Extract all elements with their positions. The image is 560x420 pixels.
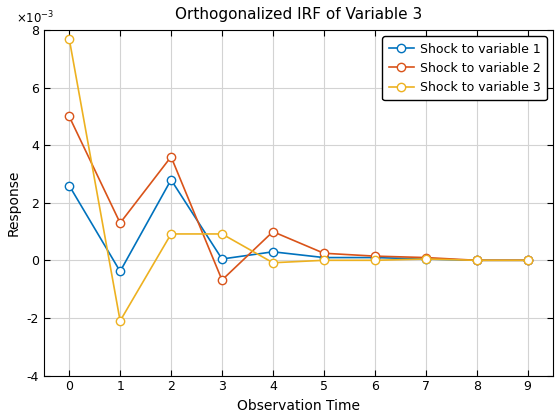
Shock to variable 1 [422, 257, 429, 262]
Shock to variable 3 [422, 257, 429, 262]
Line: Shock to variable 1: Shock to variable 1 [65, 176, 532, 276]
Shock to variable 1 [218, 257, 225, 262]
Title: Orthogonalized IRF of Variable 3: Orthogonalized IRF of Variable 3 [175, 7, 422, 22]
Shock to variable 2 [320, 251, 327, 256]
Line: Shock to variable 3: Shock to variable 3 [65, 34, 532, 325]
Shock to variable 3 [371, 258, 378, 263]
Text: $\times10^{-3}$: $\times10^{-3}$ [16, 10, 54, 26]
Shock to variable 1 [371, 255, 378, 260]
Shock to variable 1 [269, 249, 276, 255]
Shock to variable 3 [218, 231, 225, 236]
Shock to variable 2 [422, 255, 429, 260]
Shock to variable 2 [473, 258, 480, 263]
Y-axis label: Response: Response [7, 170, 21, 236]
Shock to variable 2 [66, 114, 73, 119]
Shock to variable 1 [320, 255, 327, 260]
Legend: Shock to variable 1, Shock to variable 2, Shock to variable 3: Shock to variable 1, Shock to variable 2… [382, 36, 547, 100]
Shock to variable 3 [269, 260, 276, 265]
Shock to variable 2 [218, 278, 225, 283]
Shock to variable 1 [117, 269, 124, 274]
Shock to variable 3 [117, 318, 124, 323]
Shock to variable 2 [269, 229, 276, 234]
X-axis label: Observation Time: Observation Time [237, 399, 360, 413]
Shock to variable 2 [371, 254, 378, 259]
Shock to variable 1 [524, 258, 531, 263]
Shock to variable 1 [66, 183, 73, 188]
Shock to variable 2 [117, 220, 124, 226]
Line: Shock to variable 2: Shock to variable 2 [65, 112, 532, 284]
Shock to variable 1 [473, 258, 480, 263]
Shock to variable 3 [167, 231, 174, 236]
Shock to variable 3 [524, 258, 531, 263]
Shock to variable 3 [66, 36, 73, 41]
Shock to variable 2 [167, 154, 174, 159]
Shock to variable 2 [524, 258, 531, 263]
Shock to variable 3 [320, 258, 327, 263]
Shock to variable 1 [167, 177, 174, 182]
Shock to variable 3 [473, 258, 480, 263]
